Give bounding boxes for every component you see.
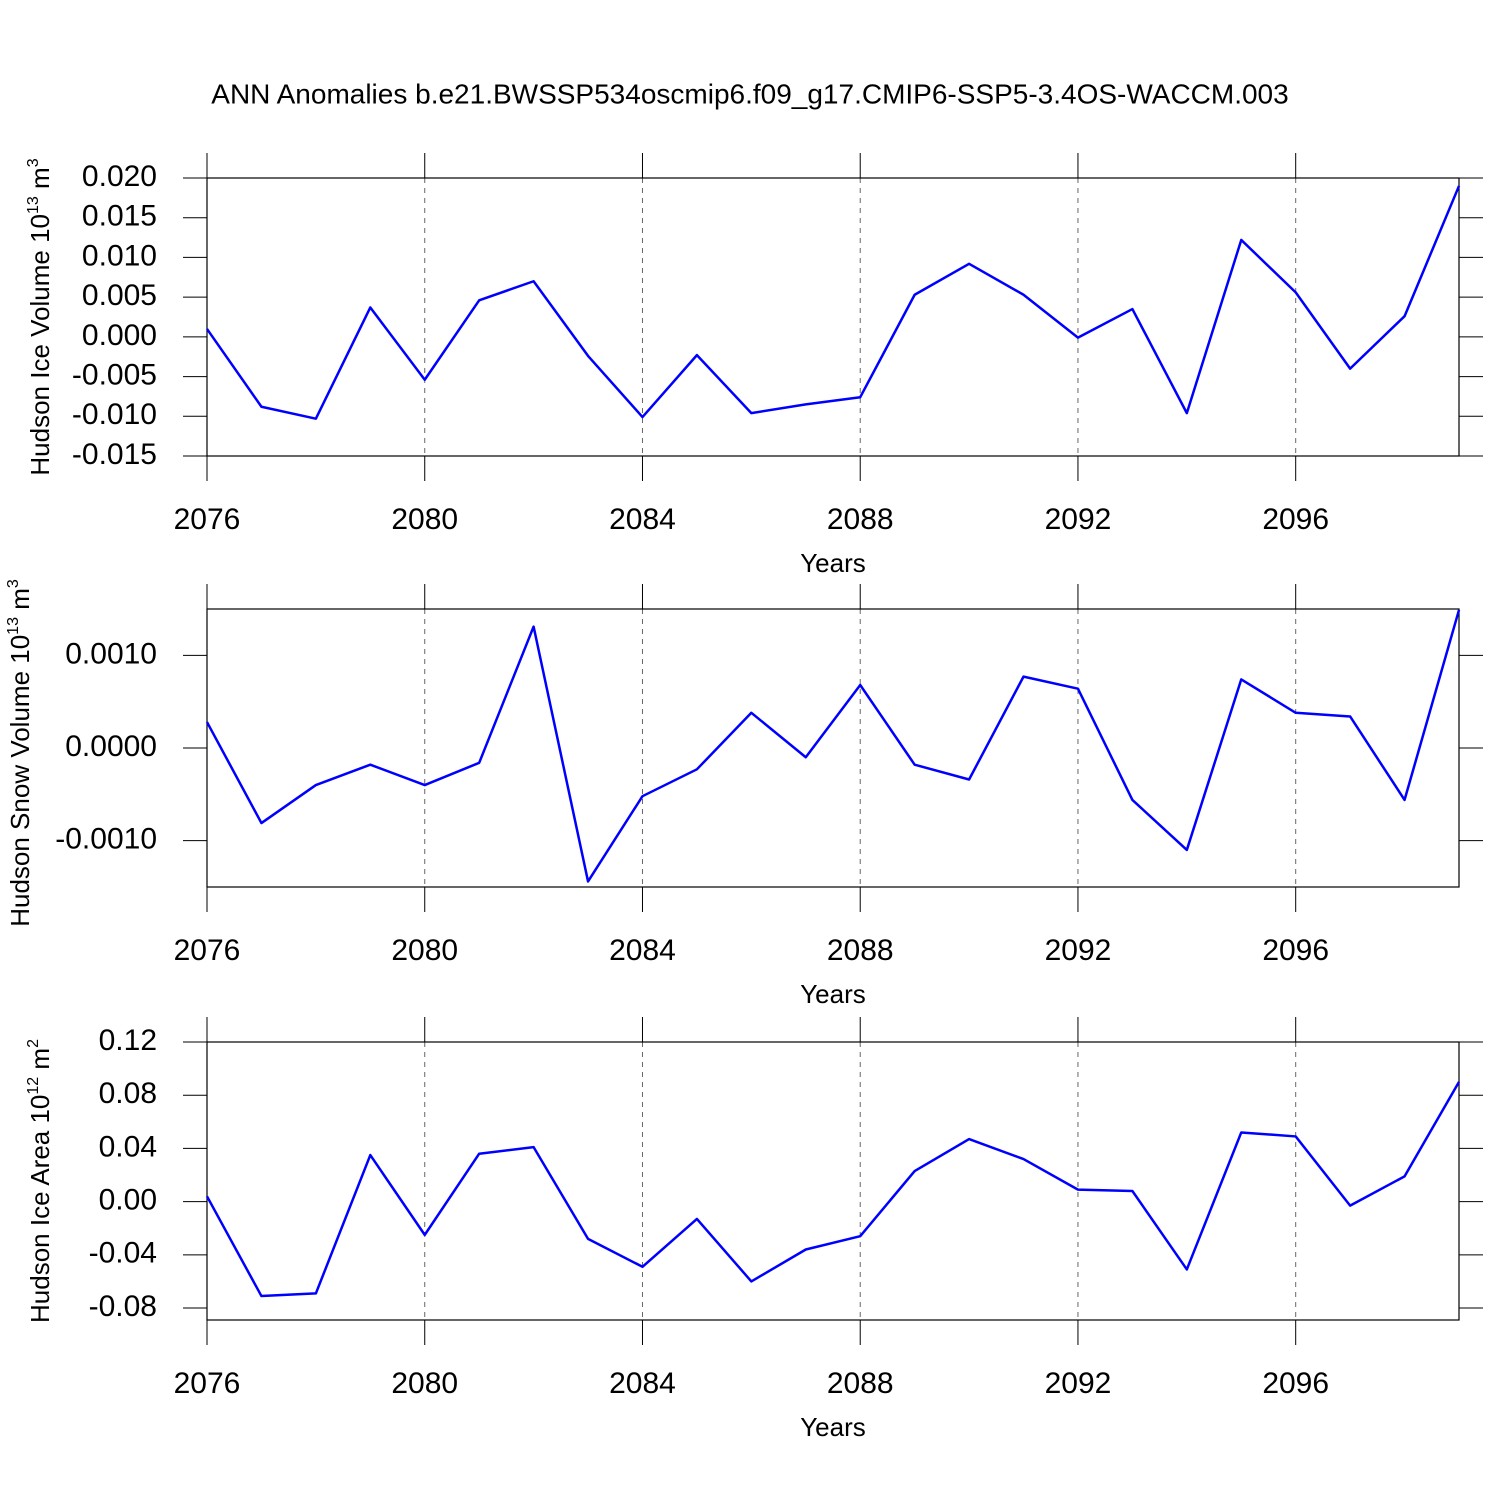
x-tick-label: 2084 (609, 934, 676, 967)
chart-title: ANN Anomalies b.e21.BWSSP534oscmip6.f09_… (211, 78, 1288, 109)
x-tick-label: 2084 (609, 503, 676, 536)
y-tick-label: -0.010 (72, 398, 157, 431)
data-line (205, 1081, 1461, 1298)
y-tick-label: 0.0010 (65, 637, 157, 670)
y-axis-label-part: m (25, 167, 55, 196)
y-axis-label: Hudson Ice Volume 1013 m3 (25, 158, 55, 475)
x-tick-label: 2096 (1262, 934, 1329, 967)
y-tick-label: -0.04 (89, 1237, 157, 1270)
y-axis-label-part: Hudson Ice Area 10 (25, 1095, 55, 1323)
y-tick-label: 0.005 (82, 279, 157, 312)
y-axis-label: Hudson Ice Area 1012 m2 (25, 1039, 55, 1323)
x-axis-label: Years (800, 548, 866, 578)
x-tick-label: 2084 (609, 1367, 676, 1400)
x-tick-label: 2088 (827, 503, 894, 536)
x-tick-label: 2092 (1045, 503, 1112, 536)
y-tick-label: 0.00 (99, 1184, 157, 1217)
x-tick-label: 2076 (174, 934, 241, 967)
x-tick-label: 2076 (174, 1367, 241, 1400)
y-axis-label-part: m (25, 1048, 55, 1077)
x-axis-label: Years (800, 1412, 866, 1442)
y-axis-label-part: Hudson Ice Volume 10 (25, 214, 55, 476)
y-axis-label-part: 2 (25, 1039, 42, 1048)
x-tick-label: 2096 (1262, 503, 1329, 536)
x-tick-label: 2088 (827, 934, 894, 967)
x-tick-label: 2076 (174, 503, 241, 536)
y-tick-label: -0.005 (72, 358, 157, 391)
data-line (205, 609, 1461, 883)
y-tick-label: 0.0000 (65, 730, 157, 763)
y-tick-label: 0.08 (99, 1077, 157, 1110)
plot-frame (206, 1041, 1460, 1321)
y-tick-label: 0.020 (82, 160, 157, 193)
x-axis-label: Years (800, 979, 866, 1009)
y-axis-label: Hudson Snow Volume 1013 m3 (5, 579, 35, 927)
y-axis-label-part: 13 (25, 196, 42, 214)
x-tick-label: 2092 (1045, 934, 1112, 967)
x-tick-label: 2080 (391, 1367, 458, 1400)
y-axis-label-part: Hudson Snow Volume 10 (5, 635, 35, 927)
y-axis-label-part: 3 (25, 158, 42, 167)
y-tick-label: -0.08 (89, 1290, 157, 1323)
y-tick-label: -0.015 (72, 438, 157, 471)
y-tick-label: 0.000 (82, 319, 157, 352)
x-tick-label: 2088 (827, 1367, 894, 1400)
y-tick-label: 0.015 (82, 200, 157, 233)
y-axis-label-part: 13 (5, 617, 22, 635)
x-tick-label: 2080 (391, 503, 458, 536)
y-tick-label: -0.0010 (55, 823, 157, 856)
x-tick-label: 2092 (1045, 1367, 1112, 1400)
y-axis-label-part: 3 (5, 579, 22, 588)
x-tick-label: 2080 (391, 934, 458, 967)
plot-frame (206, 608, 1460, 888)
y-axis-label-part: 12 (25, 1077, 42, 1095)
y-tick-label: 0.12 (99, 1024, 157, 1057)
y-axis-label-part: m (5, 588, 35, 617)
data-line (205, 185, 1461, 420)
y-tick-label: 0.04 (99, 1130, 157, 1163)
x-tick-label: 2096 (1262, 1367, 1329, 1400)
plot-frame (206, 177, 1460, 457)
y-tick-label: 0.010 (82, 239, 157, 272)
